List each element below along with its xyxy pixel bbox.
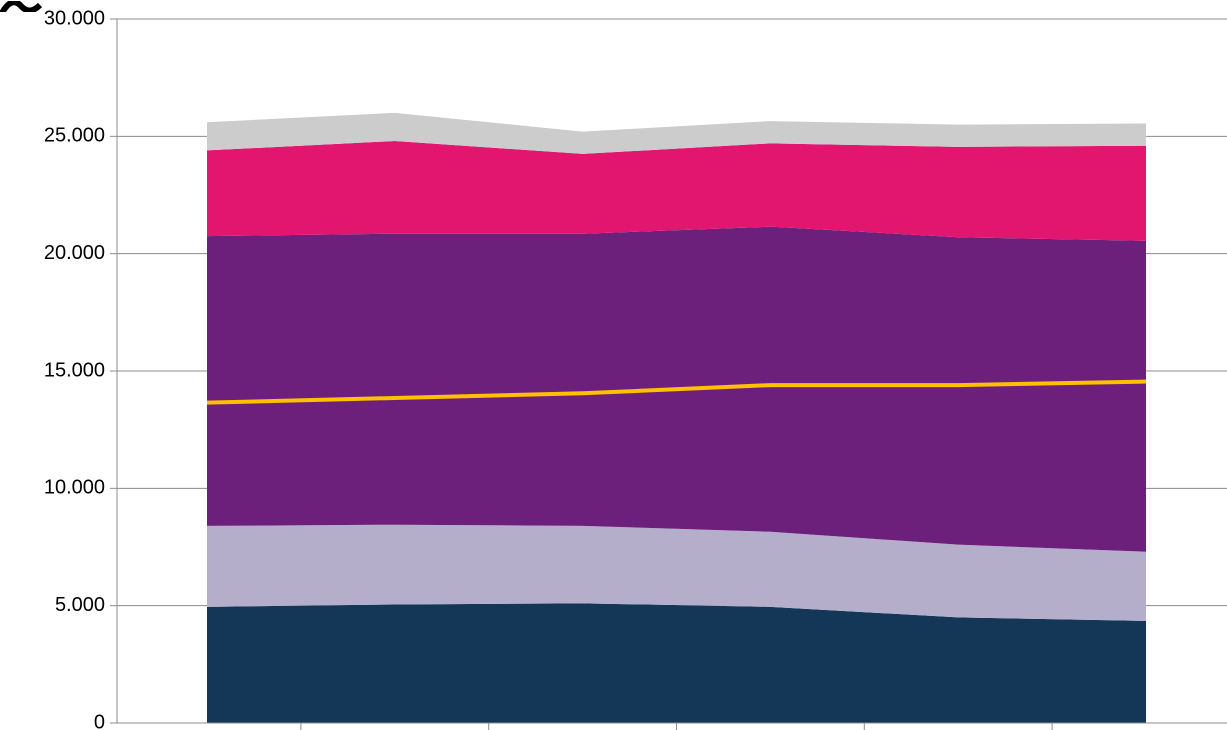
area-series-4 bbox=[207, 141, 1146, 241]
y-tick-label: 0 bbox=[94, 711, 105, 730]
clipped-heading-fragment bbox=[0, 0, 48, 12]
line-series-1 bbox=[206, 379, 1147, 405]
y-tick-label: 30.000 bbox=[44, 7, 105, 29]
y-tick-label: 15.000 bbox=[44, 359, 105, 381]
axes bbox=[110, 18, 1227, 730]
y-tick-label: 10.000 bbox=[44, 477, 105, 499]
y-axis-tick-labels: 0 5.000 10.000 15.000 20.000 25.000 30.000 bbox=[44, 7, 105, 730]
y-tick-label: 25.000 bbox=[44, 125, 105, 147]
area-series-2 bbox=[207, 524, 1146, 621]
y-tick-label: 5.000 bbox=[55, 594, 105, 616]
line-series-group bbox=[206, 379, 1147, 405]
y-tick-label: 20.000 bbox=[44, 242, 105, 264]
area-series-5 bbox=[207, 112, 1146, 154]
area-series-1 bbox=[207, 603, 1146, 723]
area-series-group bbox=[207, 112, 1146, 723]
